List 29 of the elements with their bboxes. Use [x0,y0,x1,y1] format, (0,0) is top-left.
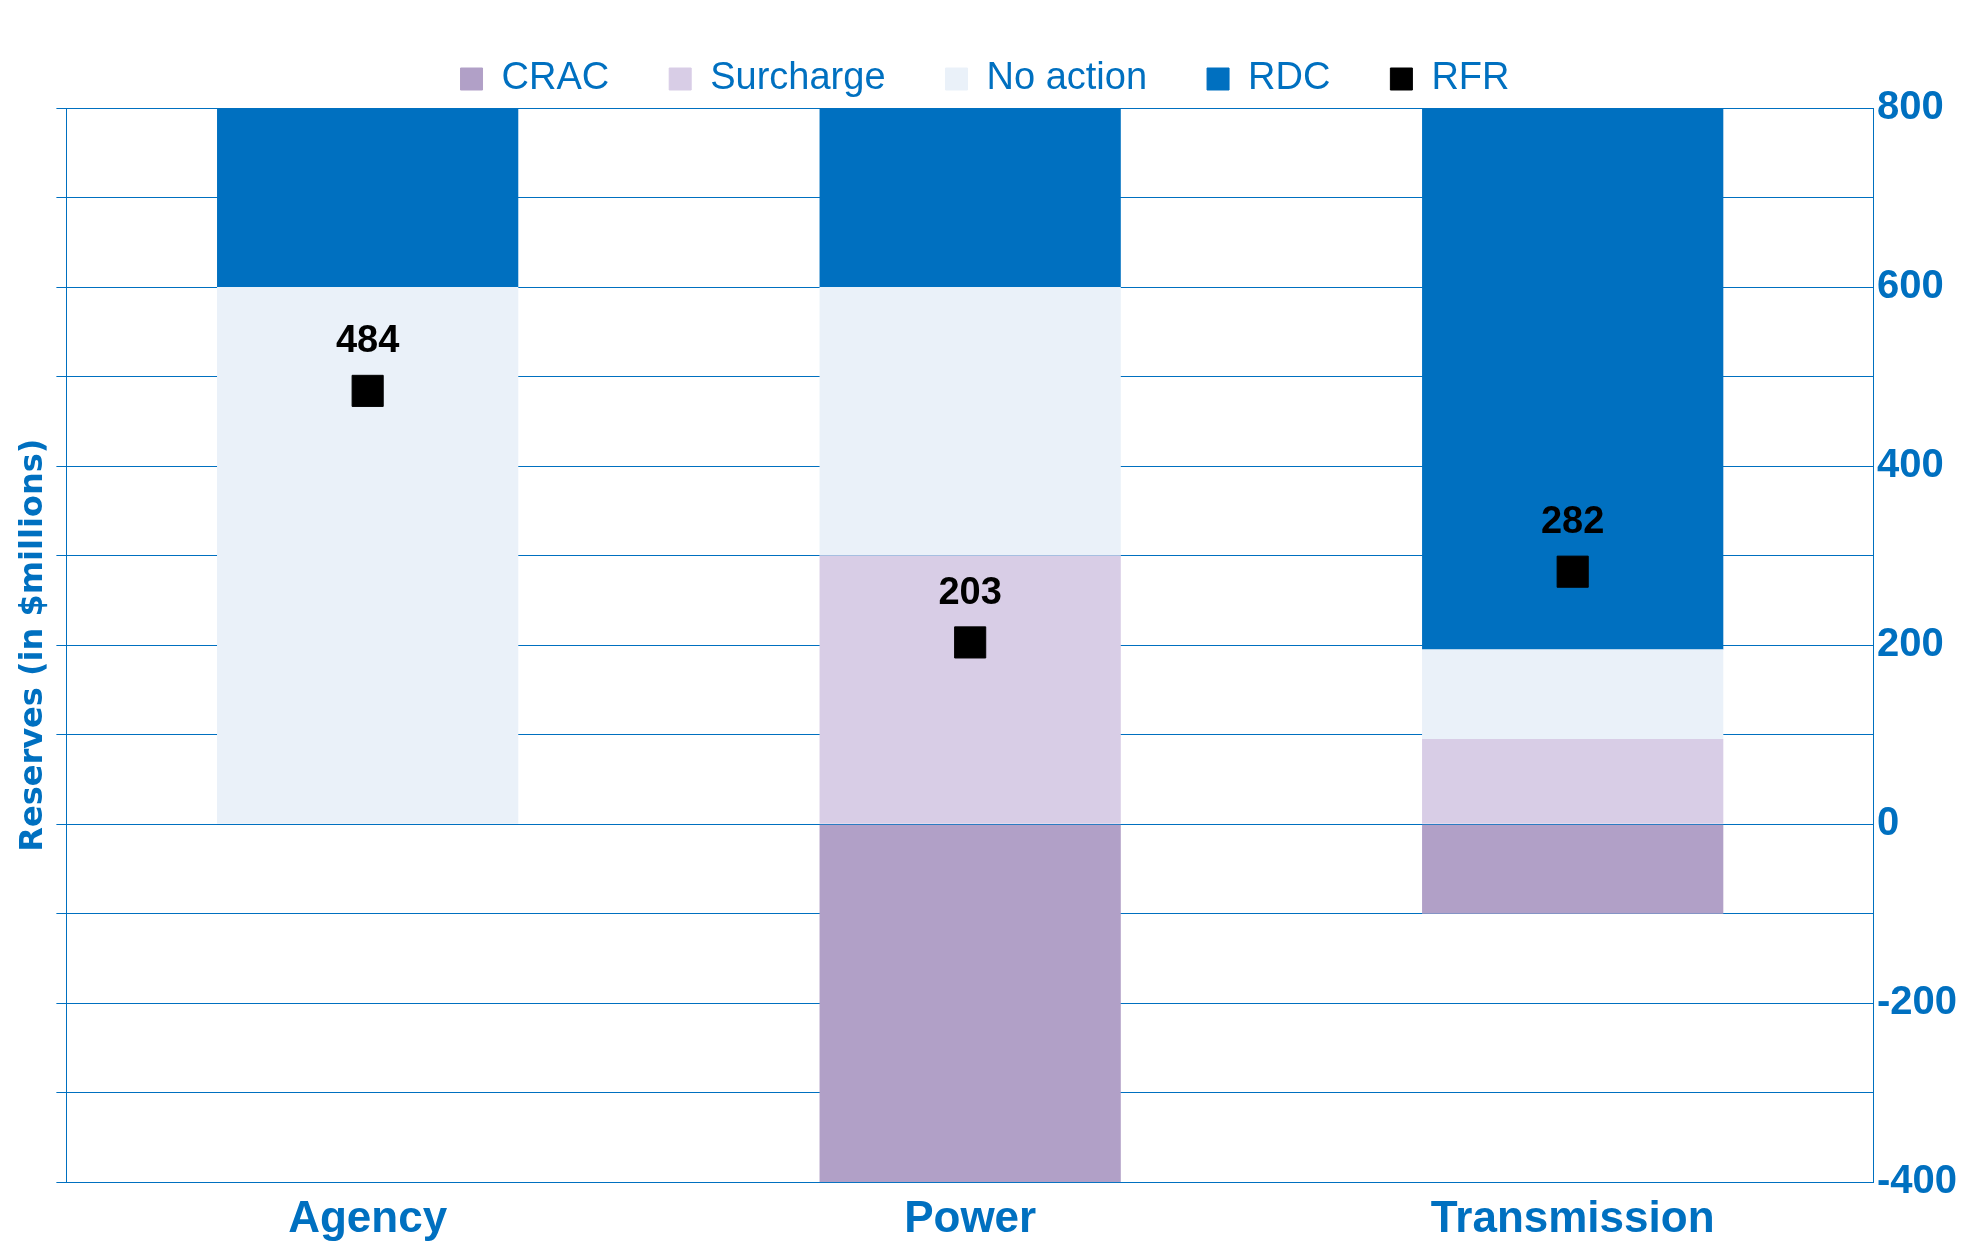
point [1556,555,1589,588]
y-tick-label: 0 [1876,799,1900,844]
y-axis-title: Reserves (in $millions) [11,438,50,852]
bar [1422,739,1724,824]
bar [1422,649,1724,740]
legend-label: No action [986,55,1148,98]
x-tick-label: Transmission [1430,1191,1715,1241]
data-label: 484 [335,318,400,361]
legend-label: RDC [1248,55,1331,98]
y-tick-label: 200 [1876,620,1944,665]
legend-label: Surcharge [710,55,886,98]
y-tick-label: -400 [1876,1157,1957,1202]
y-tick-label: 800 [1876,83,1944,128]
bar [1422,824,1724,914]
bar [819,824,1121,1183]
y-tick-label: 600 [1876,262,1944,307]
legend-label: CRAC [501,55,610,98]
bar [217,287,519,824]
y-tick-label: 400 [1876,441,1944,486]
y-tick-label: -200 [1876,978,1957,1023]
x-tick-label: Power [904,1191,1037,1241]
data-label: 282 [1540,499,1605,542]
x-tick-label: Agency [288,1191,448,1241]
legend-label: RFR [1431,55,1510,98]
point [954,626,987,659]
point [351,374,384,407]
data-label: 203 [938,569,1002,612]
bar [819,555,1121,824]
bar [819,287,1121,556]
